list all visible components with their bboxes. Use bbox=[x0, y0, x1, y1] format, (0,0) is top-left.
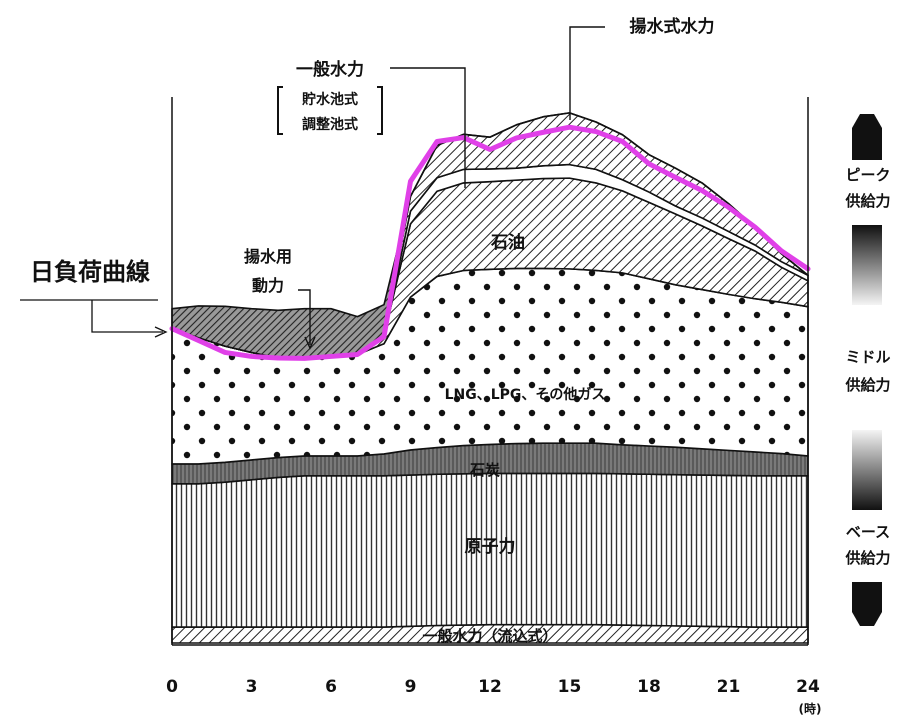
label-regulating-type: 調整池式 bbox=[302, 116, 358, 133]
x-tick-label: 21 bbox=[717, 677, 741, 697]
label-general-hydro-run-of-river: 一般水力（流込式） bbox=[422, 627, 557, 645]
x-tick-label: 12 bbox=[478, 677, 502, 697]
load-curve-leader bbox=[91, 300, 163, 333]
area-lng-gas bbox=[171, 267, 809, 465]
x-tick-label: 15 bbox=[558, 677, 582, 697]
label-pumped-storage: 揚水式水力 bbox=[630, 16, 715, 37]
x-tick-label: 18 bbox=[637, 677, 661, 697]
label-nuclear: 原子力 bbox=[465, 536, 516, 557]
x-tick-label: 0 bbox=[166, 677, 178, 697]
pumped-storage-leader bbox=[569, 26, 605, 120]
label-reservoir-type: 貯水池式 bbox=[302, 91, 358, 108]
load-curve-line bbox=[169, 124, 811, 361]
pumping-power-leader bbox=[298, 289, 311, 345]
general-hydro-leader bbox=[390, 67, 466, 188]
peak-gradient-bar bbox=[852, 225, 882, 305]
label-coal: 石炭 bbox=[469, 461, 500, 479]
label-lng-gas: LNG、LPG、その他ガス bbox=[445, 386, 606, 403]
pumping-power-arrow bbox=[304, 336, 316, 350]
x-axis-unit: (時) bbox=[799, 701, 822, 715]
label-peak-line1: ピーク bbox=[845, 166, 890, 184]
bracket-left bbox=[277, 86, 283, 135]
label-middle-line2: 供給力 bbox=[844, 376, 890, 394]
x-tick-label: 6 bbox=[325, 677, 337, 697]
label-oil: 石油 bbox=[490, 232, 525, 253]
label-pumping-power-line1: 揚水用 bbox=[244, 247, 292, 266]
label-pumping-power-line2: 動力 bbox=[252, 276, 284, 295]
base-gradient-bar bbox=[852, 430, 882, 510]
load-curve-arrow bbox=[154, 326, 168, 338]
peak-marker-icon bbox=[852, 114, 882, 160]
bracket-right bbox=[377, 86, 383, 135]
label-load-curve: 日負荷曲線 bbox=[30, 258, 150, 286]
base-marker-icon bbox=[852, 582, 882, 626]
label-base-line2: 供給力 bbox=[844, 549, 890, 567]
x-tick-label: 24 bbox=[796, 677, 820, 697]
label-general-hydro-reservoir: 一般水力 bbox=[296, 59, 364, 80]
label-middle-line1: ミドル bbox=[845, 348, 890, 366]
x-tick-label: 9 bbox=[405, 677, 417, 697]
label-base-line1: ベース bbox=[846, 523, 890, 541]
label-peak-line2: 供給力 bbox=[844, 192, 890, 210]
x-tick-label: 3 bbox=[246, 677, 258, 697]
